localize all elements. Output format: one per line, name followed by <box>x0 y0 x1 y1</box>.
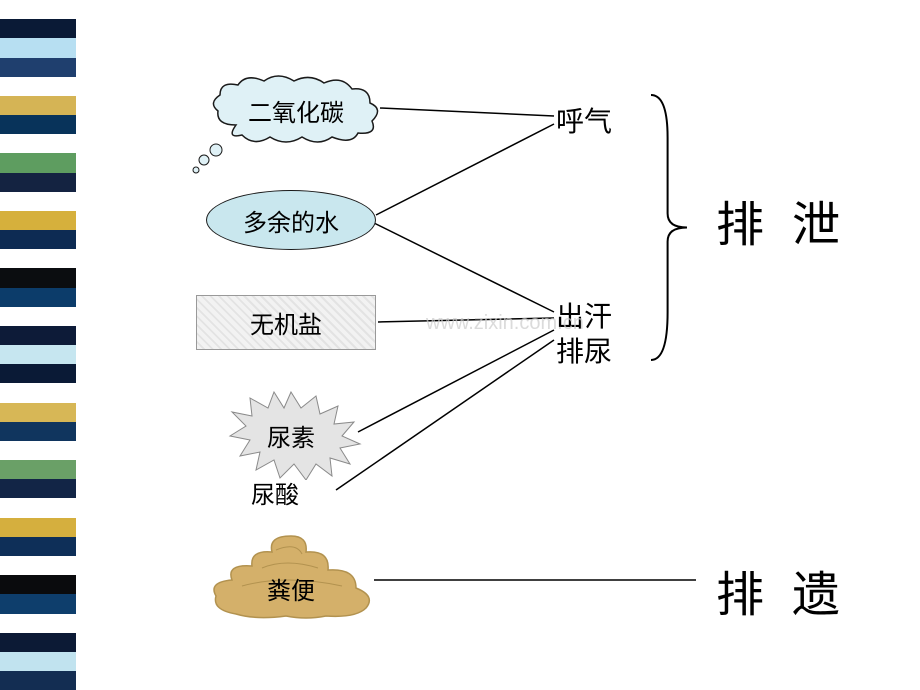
sidebar-stripe <box>0 403 76 422</box>
sidebar-stripe <box>0 115 76 134</box>
sidebar-stripe <box>0 633 76 652</box>
node-water-label: 多余的水 <box>243 203 339 238</box>
sidebar-stripe <box>0 211 76 230</box>
sidebar-stripe <box>0 383 76 402</box>
sidebar-stripe <box>0 422 76 441</box>
output-breath: 呼气 <box>556 100 612 140</box>
node-co2: 二氧化碳 <box>206 75 386 145</box>
node-salt-label: 无机盐 <box>250 305 322 340</box>
sidebar-stripe <box>0 58 76 77</box>
sidebar-stripe <box>0 192 76 211</box>
sidebar-stripe <box>0 288 76 307</box>
sidebar-stripe <box>0 652 76 671</box>
sidebar-stripe <box>0 268 76 287</box>
node-salt: 无机盐 <box>196 295 376 350</box>
curly-bracket-icon <box>646 90 692 365</box>
node-urea: 尿素 <box>216 390 366 480</box>
sidebar-stripe <box>0 575 76 594</box>
sidebar-stripe <box>0 537 76 556</box>
node-water: 多余的水 <box>206 190 376 250</box>
sidebar-stripe <box>0 556 76 575</box>
sidebar-stripe <box>0 364 76 383</box>
sidebar-stripe <box>0 307 76 326</box>
sidebar-stripe <box>0 441 76 460</box>
node-feces: 粪便 <box>206 530 376 620</box>
decorative-sidebar <box>0 0 76 690</box>
sidebar-stripe <box>0 249 76 268</box>
sidebar-stripe <box>0 77 76 96</box>
sidebar-stripe <box>0 38 76 57</box>
sidebar-stripe <box>0 134 76 153</box>
sidebar-stripe <box>0 518 76 537</box>
sidebar-stripe <box>0 96 76 115</box>
sidebar-stripe <box>0 173 76 192</box>
sidebar-stripe <box>0 345 76 364</box>
sidebar-stripe <box>0 614 76 633</box>
category-egestion: 排 遗 <box>716 555 848 625</box>
sidebar-stripe <box>0 0 76 19</box>
sidebar-stripe <box>0 594 76 613</box>
category-excretion: 排 泄 <box>716 185 848 255</box>
watermark-text: www.zixin.com.cn <box>426 312 584 335</box>
sidebar-stripe <box>0 479 76 498</box>
node-co2-label: 二氧化碳 <box>248 93 344 128</box>
node-urea-label: 尿素 <box>267 418 315 453</box>
sidebar-stripe <box>0 230 76 249</box>
output-urine: 排尿 <box>556 330 612 370</box>
sidebar-stripe <box>0 153 76 172</box>
sidebar-stripe <box>0 19 76 38</box>
node-uric-label: 尿酸 <box>251 475 299 510</box>
sidebar-stripe <box>0 460 76 479</box>
sidebar-stripe <box>0 326 76 345</box>
diagram-canvas: 二氧化碳 多余的水 无机盐 尿素 尿酸 粪便 呼气 出汗 排尿 排 泄 排 遗 … <box>76 0 920 690</box>
sidebar-stripe <box>0 671 76 690</box>
node-feces-label: 粪便 <box>267 571 315 606</box>
sidebar-stripe <box>0 498 76 517</box>
